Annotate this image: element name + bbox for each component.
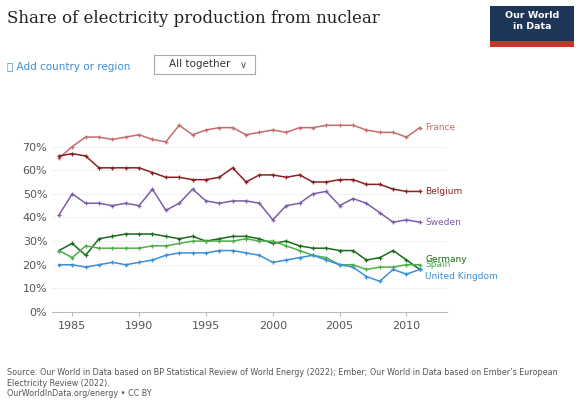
Text: Sweden: Sweden [425, 218, 461, 227]
Text: Belgium: Belgium [425, 187, 462, 196]
Text: Source: Our World in Data based on BP Statistical Review of World Energy (2022);: Source: Our World in Data based on BP St… [7, 368, 557, 398]
Text: ➕ Add country or region: ➕ Add country or region [7, 62, 130, 72]
Text: France: France [425, 123, 455, 132]
Text: All together: All together [169, 59, 230, 69]
Text: Germany: Germany [425, 256, 467, 264]
Text: ∨: ∨ [240, 60, 246, 70]
Text: Share of electricity production from nuclear: Share of electricity production from nuc… [7, 10, 380, 27]
Text: Spain: Spain [425, 260, 451, 269]
Text: Our World
in Data: Our World in Data [505, 11, 559, 31]
Text: United Kingdom: United Kingdom [425, 272, 498, 281]
